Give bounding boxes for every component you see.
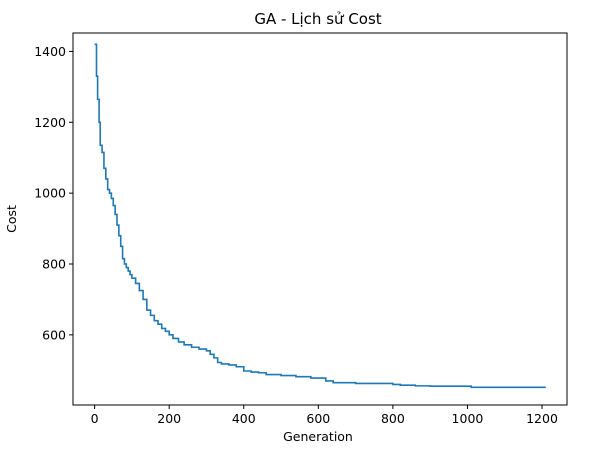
y-tick-label: 800: [42, 256, 66, 271]
y-tick-label: 1000: [34, 186, 66, 201]
series-line-0: [94, 43, 546, 389]
x-tick-label: 600: [306, 411, 330, 426]
x-tick-label: 400: [232, 411, 256, 426]
x-tick-label: 800: [381, 411, 405, 426]
y-tick-label: 600: [42, 327, 66, 342]
x-tick-label: 1000: [452, 411, 484, 426]
plot-area: 0 200 400 600 800 1000 1200 600 800 1000 1200 1400: [34, 32, 568, 426]
axes-frame: [72, 32, 568, 406]
x-tick-label: 0: [91, 411, 99, 426]
x-axis-label: Generation: [283, 429, 353, 444]
y-tick-label: 1200: [34, 115, 66, 130]
x-tick-label: 200: [157, 411, 181, 426]
x-tick-label: 1200: [526, 411, 558, 426]
y-tick-label: 1400: [34, 44, 66, 59]
chart-title: GA - Lịch sử Cost: [254, 10, 381, 28]
y-axis-label: Cost: [4, 205, 19, 233]
